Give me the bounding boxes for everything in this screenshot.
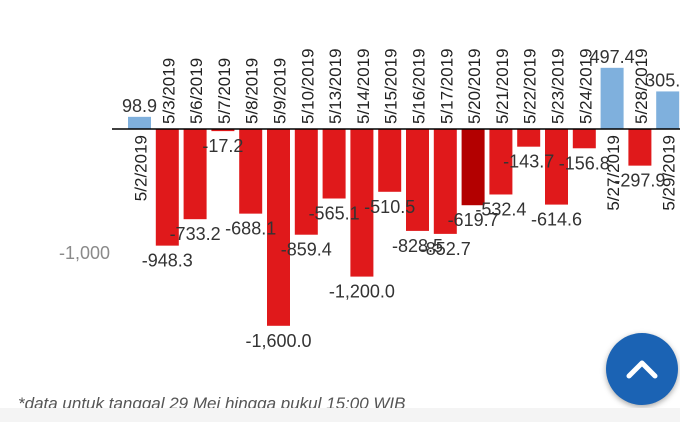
scroll-to-top-button[interactable] — [606, 333, 678, 405]
bar — [294, 129, 318, 235]
x-tick-label: 5/22/2019 — [521, 48, 540, 124]
x-tick-label: 5/16/2019 — [410, 48, 429, 124]
bar — [461, 129, 485, 206]
bar — [433, 129, 457, 234]
x-tick-label: 5/10/2019 — [298, 48, 317, 124]
x-tick-label: 5/3/2019 — [159, 58, 178, 124]
bar — [211, 129, 235, 132]
data-label: 497.4 — [590, 47, 635, 67]
data-label: -948.3 — [142, 251, 193, 271]
bar — [378, 129, 402, 192]
data-label: -297.9 — [614, 171, 665, 191]
data-label: -1,200.0 — [329, 282, 395, 302]
bar — [128, 116, 151, 129]
x-tick-label: 5/23/2019 — [549, 48, 568, 124]
x-tick-label: 5/6/2019 — [187, 58, 206, 124]
bar — [322, 129, 346, 199]
x-tick-label: 5/8/2019 — [243, 58, 262, 124]
data-label: -532.4 — [475, 199, 526, 219]
x-tick-label: 5/13/2019 — [326, 48, 345, 124]
bar — [183, 129, 207, 220]
x-tick-label: 5/20/2019 — [465, 48, 484, 124]
data-label: -733.2 — [170, 224, 221, 244]
x-tick-label: 5/28/2019 — [632, 48, 651, 124]
y-tick-label: -1,000 — [59, 243, 110, 263]
data-label: 305.4 — [645, 70, 680, 90]
bar — [545, 129, 568, 205]
x-tick-label: 5/21/2019 — [493, 48, 512, 124]
bottom-band — [0, 408, 680, 422]
bar — [155, 129, 179, 246]
x-tick-label: 5/17/2019 — [437, 48, 456, 124]
data-label: -852.7 — [420, 239, 471, 259]
bar — [489, 129, 513, 195]
bar — [406, 129, 429, 231]
x-tick-label: 5/9/2019 — [271, 58, 290, 124]
data-label: -828.5 — [392, 236, 443, 256]
x-tick-label: 5/2/2019 — [132, 135, 151, 201]
data-label: -156.8 — [559, 153, 610, 173]
data-label: -859.4 — [281, 240, 332, 260]
x-tick-label: 5/24/2019 — [576, 48, 595, 124]
data-label: -1,600.0 — [245, 331, 311, 351]
bar — [517, 129, 541, 147]
x-tick-label: 5/14/2019 — [354, 48, 373, 124]
bar — [656, 91, 680, 129]
bar — [239, 129, 263, 214]
bar-chart: -1,000 5/2/2019 5/3/2019 5/6/2019 5/7/2019 5/… — [59, 47, 680, 351]
bar — [628, 129, 652, 166]
bar — [350, 129, 374, 277]
data-label: -510.5 — [364, 197, 415, 217]
x-tick-label: 5/27/2019 — [604, 135, 623, 211]
x-tick-label: 5/7/2019 — [215, 58, 234, 124]
data-label: 98.9 — [122, 96, 157, 116]
bar — [600, 67, 624, 129]
chevron-up-icon — [626, 360, 658, 379]
data-label: -143.7 — [503, 152, 554, 172]
bar — [267, 129, 290, 326]
x-tick-label: 5/29/2019 — [660, 135, 679, 211]
data-label: -565.1 — [309, 204, 360, 224]
data-label: -688.1 — [225, 219, 276, 239]
bar — [572, 129, 596, 149]
data-label: -17.2 — [202, 136, 243, 156]
data-label: -614.6 — [531, 210, 582, 230]
data-label: -619.7 — [448, 210, 499, 230]
x-tick-label: 5/15/2019 — [382, 48, 401, 124]
